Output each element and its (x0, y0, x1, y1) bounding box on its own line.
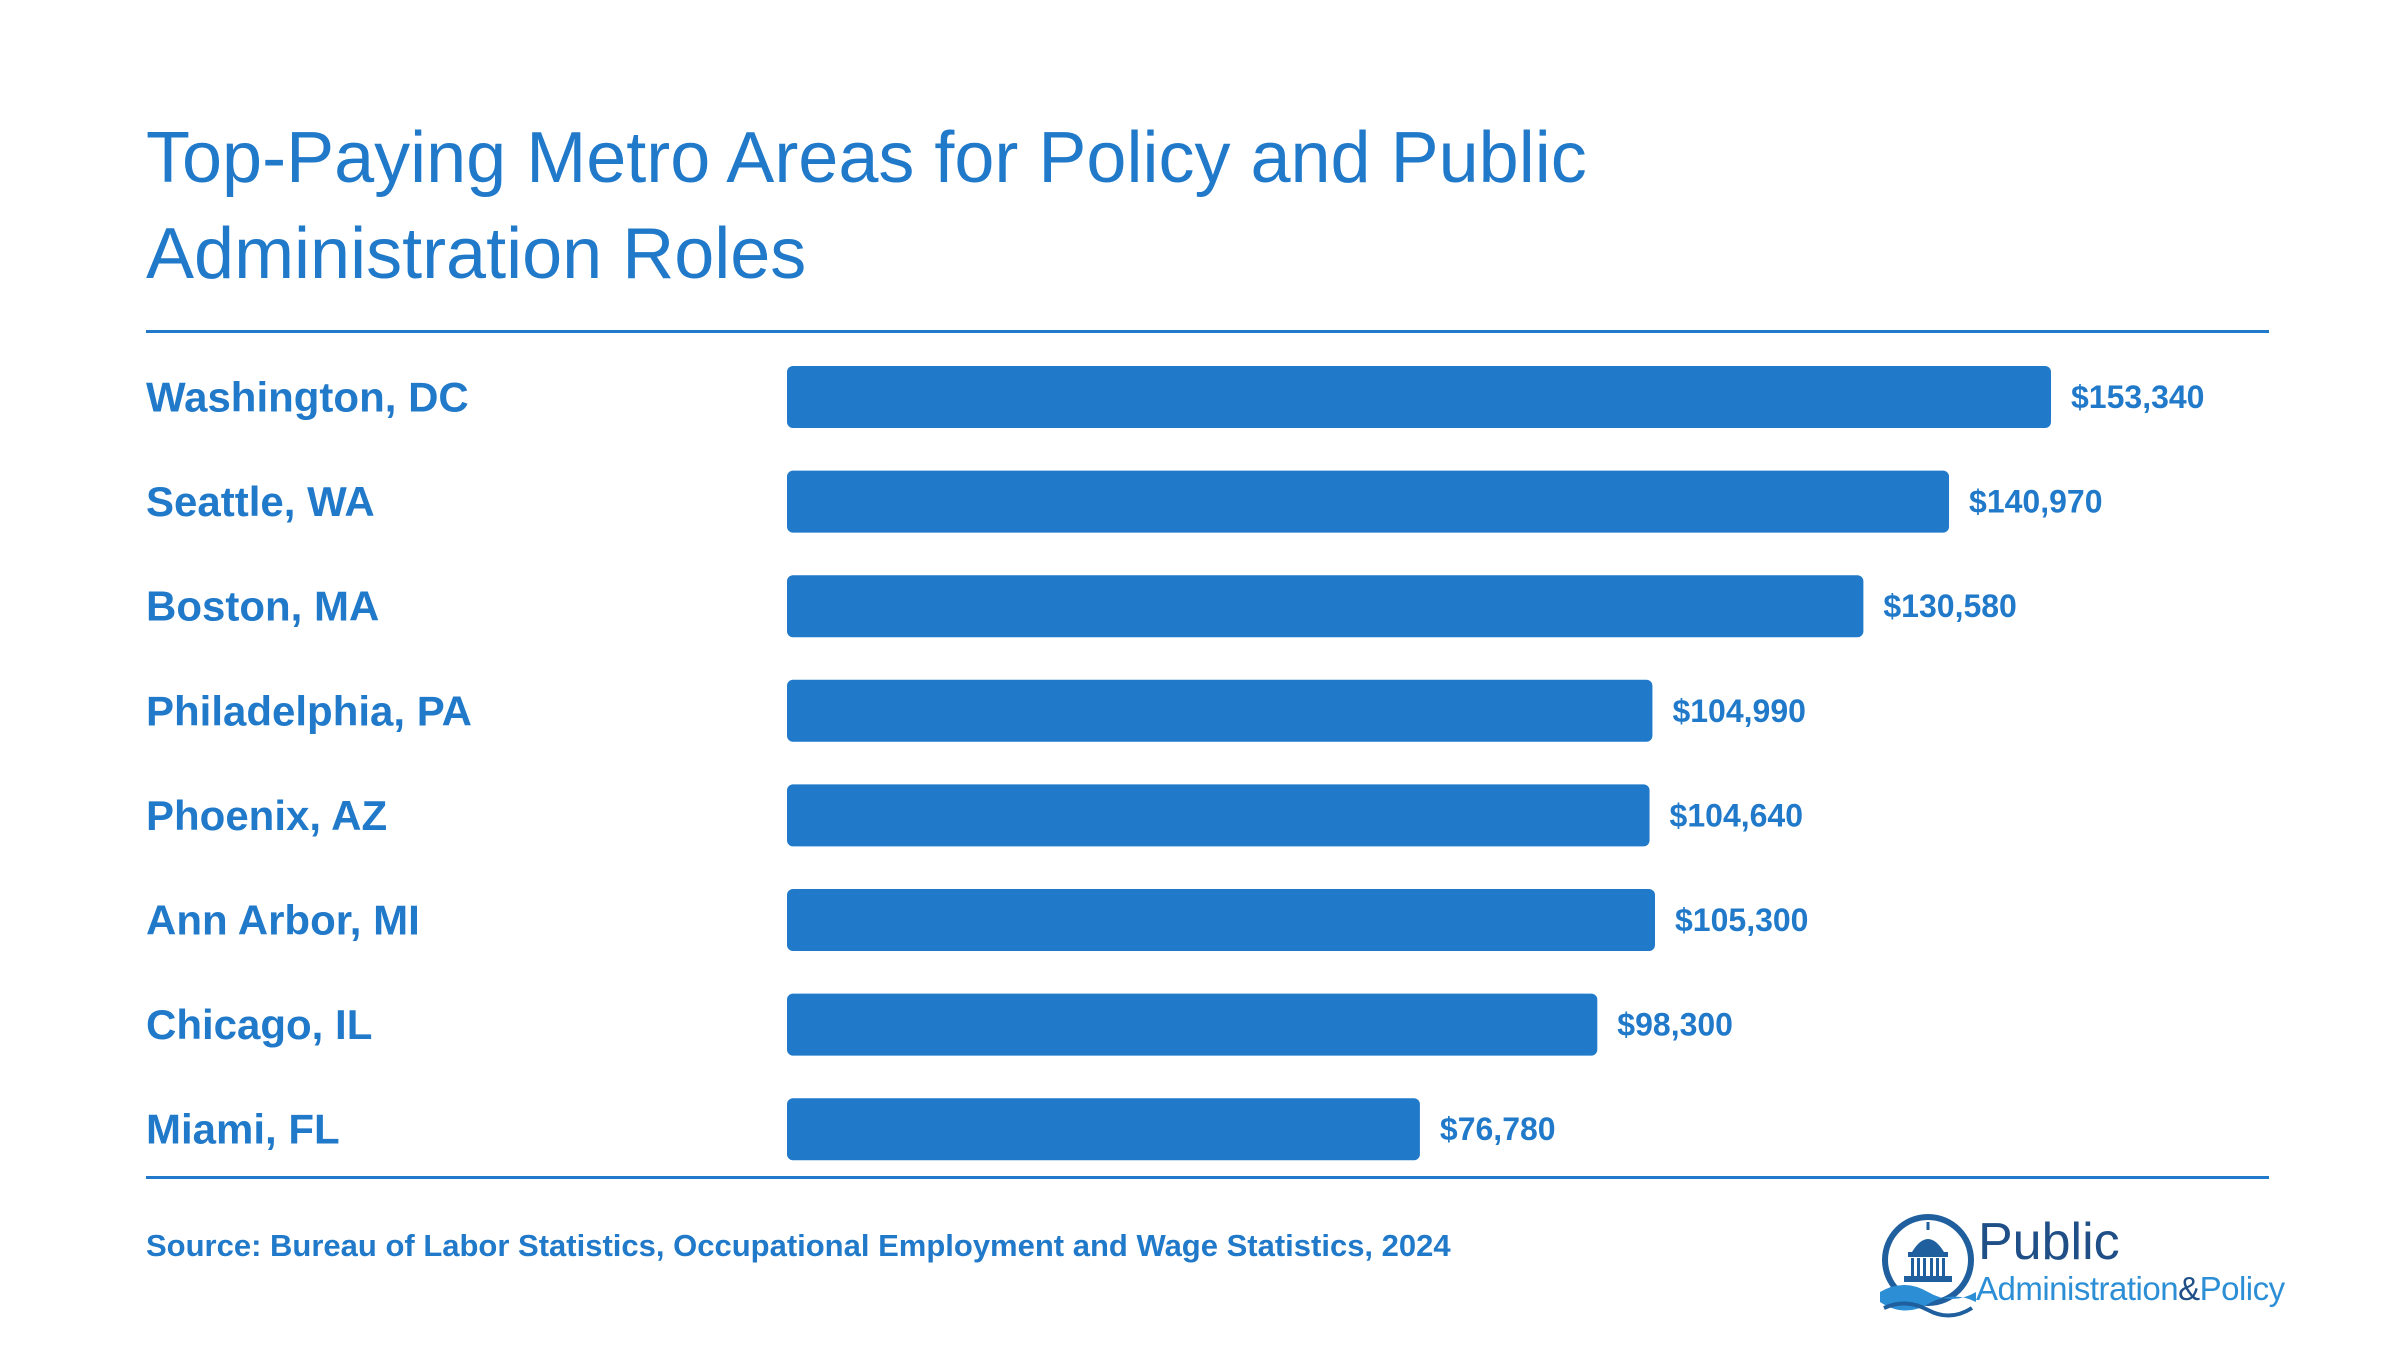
logo-wordmark-subtitle: Administration&Policy (1976, 1270, 2285, 1308)
logo-wordmark-public: Public (1978, 1213, 2120, 1271)
bar (787, 366, 2051, 428)
value-label: $98,300 (1617, 1007, 1733, 1043)
category-label: Boston, MA (146, 583, 379, 630)
logo-word-ampersand: & (2178, 1270, 2200, 1307)
bar (787, 784, 1650, 847)
bar (787, 575, 1864, 638)
bottom-divider (146, 1176, 2269, 1179)
category-label: Chicago, IL (146, 1001, 372, 1048)
category-label: Washington, DC (146, 374, 469, 421)
logo-word-policy: Policy (2199, 1270, 2286, 1307)
chart-title: Top-Paying Metro Areas for Policy and Pu… (146, 118, 1587, 294)
top-divider (146, 330, 2269, 333)
capitol-dome-icon (1880, 1214, 1976, 1318)
category-label: Philadelphia, PA (146, 687, 472, 734)
bar (787, 993, 1598, 1056)
logo-word-administration: Administration (1976, 1270, 2179, 1307)
value-label: $140,970 (1969, 484, 2102, 520)
source-note: Source: Bureau of Labor Statistics, Occu… (146, 1228, 1451, 1263)
value-label: $130,580 (1883, 588, 2016, 624)
bar (787, 1098, 1420, 1161)
value-label: $104,640 (1670, 797, 1803, 833)
value-label: $76,780 (1440, 1111, 1556, 1147)
value-label: $153,340 (2071, 379, 2204, 415)
brand-logo: Public Administration&Policy (1878, 1212, 2285, 1322)
value-label: $104,990 (1672, 693, 1805, 729)
category-label: Seattle, WA (146, 478, 375, 525)
bar (787, 889, 1656, 951)
bar (787, 470, 1950, 533)
category-label: Ann Arbor, MI (146, 897, 420, 944)
value-label: $105,300 (1675, 902, 1808, 938)
bar (787, 679, 1653, 742)
category-label: Miami, FL (146, 1106, 340, 1153)
category-label: Phoenix, AZ (146, 792, 387, 839)
